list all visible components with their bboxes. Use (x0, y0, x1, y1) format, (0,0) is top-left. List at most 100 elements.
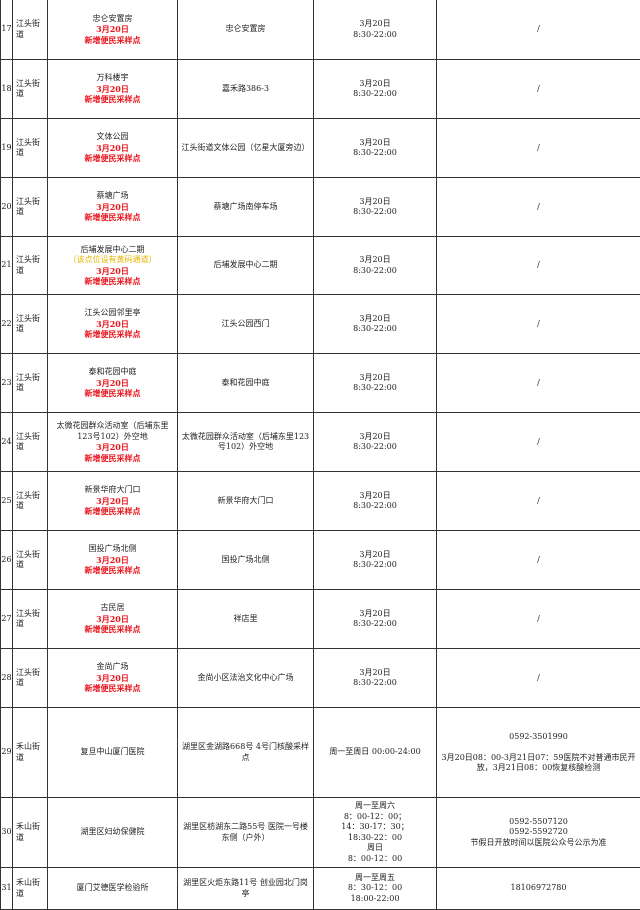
added-date: 3月20日 (50, 442, 175, 453)
row-number: 31 (1, 868, 13, 910)
note-line (439, 742, 638, 753)
note-line: / (439, 24, 638, 35)
new-site-tag: 新增便民采样点 (50, 565, 175, 576)
added-date: 3月20日 (50, 24, 175, 35)
site-name: 万科楼宇 (50, 73, 175, 84)
row-number: 21 (1, 237, 13, 295)
new-site-tag: 新增便民采样点 (50, 624, 175, 635)
site-name: 泰和花园中庭 (50, 367, 175, 378)
open-time-line: 周日 (316, 843, 434, 854)
site-name-cell: 湖里区妇幼保健院 (48, 798, 178, 868)
row-number: 23 (1, 354, 13, 413)
note-line: / (439, 378, 638, 389)
note-cell: / (437, 472, 640, 531)
address-cell: 湖里区金湖路668号 4号门核酸采样点 (178, 708, 314, 798)
open-time-line: 8：30-12：00 (316, 883, 434, 894)
open-time-line: 3月20日 (316, 373, 434, 384)
added-date: 3月20日 (50, 614, 175, 625)
added-date: 3月20日 (50, 555, 175, 566)
site-name: 湖里区妇幼保健院 (50, 827, 175, 838)
added-date: 3月20日 (50, 673, 175, 684)
note-cell: 18106972780 (437, 868, 640, 910)
address: 金尚小区法治文化中心广场 (180, 673, 311, 684)
address-cell: 忠仑安置房 (178, 0, 314, 60)
open-time-line: 3月20日 (316, 19, 434, 30)
row-number: 28 (1, 649, 13, 708)
time-cell: 周一至周日 00:00-24:00 (314, 708, 437, 798)
street-cell: 江头街道 (13, 531, 48, 590)
street-cell: 江头街道 (13, 413, 48, 472)
address-cell: 江头街道文体公园（亿星大厦旁边） (178, 119, 314, 178)
address-cell: 嘉禾路386-3 (178, 60, 314, 119)
row-number: 19 (1, 119, 13, 178)
site-name: 江头公园邻里亭 (50, 308, 175, 319)
address: 嘉禾路386-3 (180, 84, 311, 95)
site-name: 太微花园群众活动室（后埔东里123号102）外空地 (50, 421, 175, 442)
yellow-code-note: （该点位设有黄码通道） (50, 255, 175, 266)
street-cell: 江头街道 (13, 119, 48, 178)
site-name: 忠仑安置房 (50, 14, 175, 25)
note-cell: / (437, 178, 640, 237)
street-cell: 江头街道 (13, 295, 48, 354)
open-time-line: 8:30-22:00 (316, 501, 434, 512)
row-number: 27 (1, 590, 13, 649)
site-name: 新景华府大门口 (50, 485, 175, 496)
added-date: 3月20日 (50, 496, 175, 507)
new-site-tag: 新增便民采样点 (50, 329, 175, 340)
new-site-tag: 新增便民采样点 (50, 153, 175, 164)
address: 祥店里 (180, 614, 311, 625)
street-cell: 禾山街道 (13, 798, 48, 868)
street-cell: 江头街道 (13, 178, 48, 237)
open-time-line: 8:30-22:00 (316, 560, 434, 571)
new-site-tag: 新增便民采样点 (50, 276, 175, 287)
site-name-cell: 后埔发展中心二期（该点位设有黄码通道）3月20日新增便民采样点 (48, 237, 178, 295)
note-line: / (439, 84, 638, 95)
open-time-line: 8：00-12：00 (316, 854, 434, 865)
open-time-line: 周一至周五 (316, 873, 434, 884)
note-cell: / (437, 649, 640, 708)
address: 湖里区枋湖东二路55号 医院一号楼东侧（户外） (180, 822, 311, 843)
site-name-cell: 厦门艾德医学检验所 (48, 868, 178, 910)
open-time-line: 8:30-22:00 (316, 383, 434, 394)
open-time-line: 8:30-22:00 (316, 266, 434, 277)
address-cell: 湖里区火炬东路11号 创业园北门岗亭 (178, 868, 314, 910)
row-number: 30 (1, 798, 13, 868)
open-time-line: 3月20日 (316, 432, 434, 443)
street-cell: 江头街道 (13, 0, 48, 60)
row-number: 25 (1, 472, 13, 531)
note-cell: 0592-3501990 3月20日08：00-3月21日07：59医院不对普通… (437, 708, 640, 798)
row-number: 26 (1, 531, 13, 590)
site-name: 后埔发展中心二期 (50, 245, 175, 256)
row-number: 24 (1, 413, 13, 472)
note-cell: / (437, 354, 640, 413)
note-cell: / (437, 413, 640, 472)
address-cell: 太微花园群众活动室（后埔东里123号102）外空地 (178, 413, 314, 472)
open-time-line: 3月20日 (316, 314, 434, 325)
new-site-tag: 新增便民采样点 (50, 94, 175, 105)
added-date: 3月20日 (50, 266, 175, 277)
open-time-line: 3月20日 (316, 79, 434, 90)
open-time-line: 周一至周六 (316, 801, 434, 812)
